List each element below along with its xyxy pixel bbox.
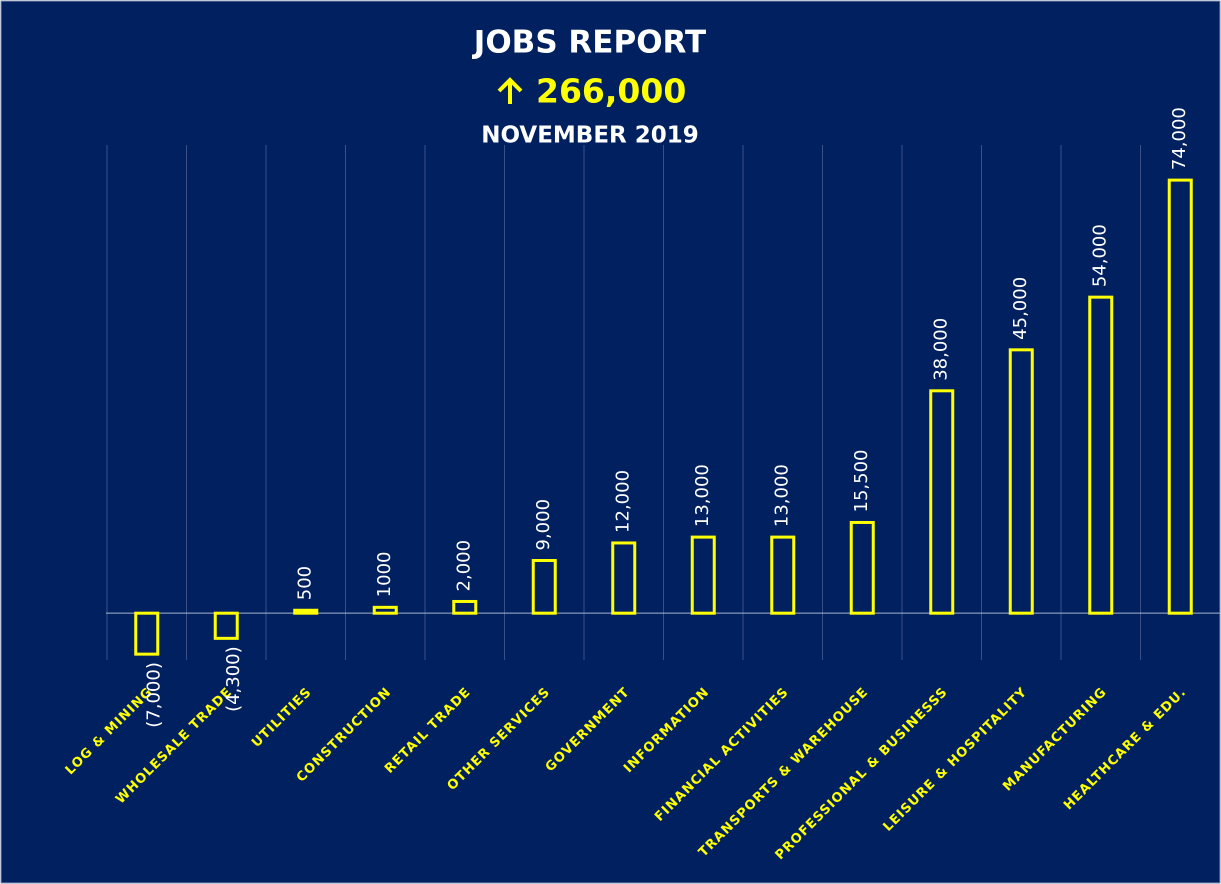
- value-label: 2,000: [454, 540, 475, 592]
- chart-subtitle: NOVEMBER 2019: [481, 123, 699, 149]
- bar: [1088, 295, 1114, 615]
- value-label: 15,500: [851, 449, 872, 512]
- bar: [1167, 178, 1193, 615]
- bar: [134, 611, 160, 656]
- value-label: 74,000: [1169, 107, 1190, 170]
- value-label: 54,000: [1090, 224, 1111, 287]
- value-label: 13,000: [692, 464, 713, 527]
- value-label: 500: [295, 566, 316, 600]
- bar: [929, 389, 955, 615]
- value-label: 13,000: [772, 464, 793, 527]
- bar: [770, 535, 796, 615]
- value-label: (4,300): [223, 646, 244, 712]
- bar: [293, 608, 319, 615]
- bar: [372, 605, 398, 615]
- bar: [849, 520, 875, 615]
- bar: [611, 541, 637, 615]
- bar: [213, 611, 239, 640]
- bar: [452, 599, 478, 615]
- value-label: 1000: [374, 552, 395, 598]
- value-label: (7,000): [144, 662, 165, 728]
- value-label: 12,000: [613, 470, 634, 533]
- value-label: 45,000: [1010, 277, 1031, 340]
- up-arrow: [497, 77, 523, 104]
- value-label: 38,000: [931, 318, 952, 381]
- headline: 266,000: [536, 72, 686, 111]
- bar: [1008, 348, 1034, 615]
- value-label: 9,000: [533, 499, 554, 551]
- chart-title: JOBS REPORT: [472, 25, 706, 61]
- bar: [690, 535, 716, 615]
- bar: [531, 559, 557, 615]
